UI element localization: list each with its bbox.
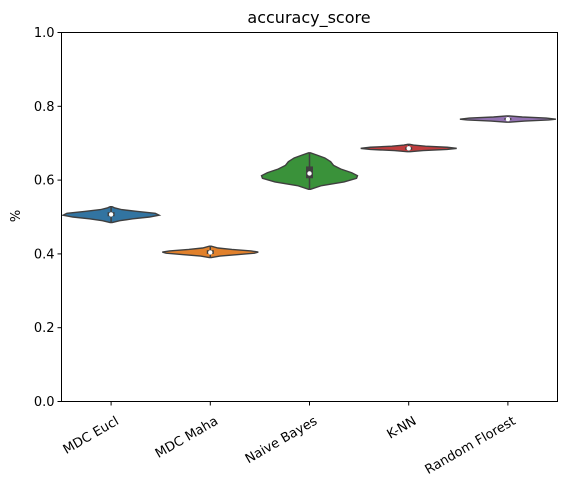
violin-median bbox=[109, 212, 113, 216]
y-axis-label: % bbox=[9, 210, 24, 222]
violin-median bbox=[506, 117, 510, 121]
violin-median bbox=[307, 171, 311, 175]
y-tick-label: 0.2 bbox=[34, 321, 55, 336]
y-tick-label: 0.6 bbox=[34, 174, 55, 189]
x-tick-label: K-NN bbox=[385, 414, 420, 443]
x-tick-label: Random Florest bbox=[423, 414, 519, 478]
y-tick-label: 0.0 bbox=[34, 395, 55, 410]
plot-area: 0.0 0.2 0.4 0.6 0.8 1.0 MDC Eucl MDC Maha Naive … bbox=[34, 26, 556, 478]
x-tick-label: MDC Maha bbox=[153, 414, 221, 462]
chart-title: accuracy_score bbox=[247, 8, 370, 28]
x-tick-label: Naive Bayes bbox=[243, 414, 320, 467]
violin-median bbox=[407, 146, 411, 150]
y-tick-label: 1.0 bbox=[34, 26, 55, 41]
violin-median bbox=[208, 250, 212, 254]
x-tick-label: MDC Eucl bbox=[61, 414, 122, 458]
y-tick-label: 0.8 bbox=[34, 100, 55, 115]
y-tick-label: 0.4 bbox=[34, 247, 55, 262]
